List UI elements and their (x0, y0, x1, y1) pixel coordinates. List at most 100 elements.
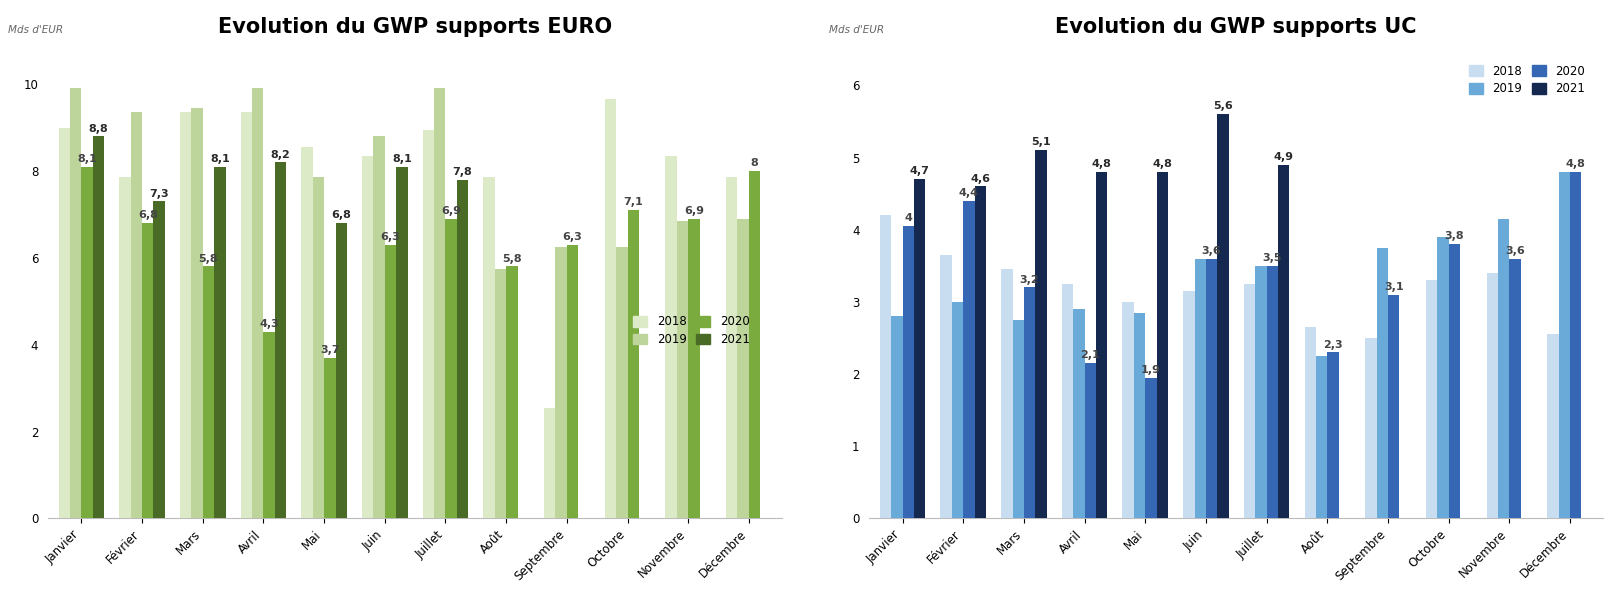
Bar (81, 167, 92, 518)
Text: Mds d'EUR: Mds d'EUR (829, 25, 885, 35)
Legend: 2018, 2019, 2020, 2021: 2018, 2019, 2020, 2021 (1464, 60, 1591, 100)
Bar (914, 179, 925, 518)
Bar (1256, 266, 1267, 518)
Text: 4,4: 4,4 (959, 188, 978, 198)
Text: 8,2: 8,2 (271, 149, 290, 160)
Legend: 2018, 2019, 2020, 2021: 2018, 2019, 2020, 2021 (629, 311, 755, 351)
Bar (457, 179, 468, 518)
Bar (131, 112, 143, 518)
Text: 4,8: 4,8 (1565, 159, 1586, 169)
Bar (616, 247, 627, 518)
Bar (1388, 295, 1400, 518)
Bar (748, 171, 760, 518)
Bar (1448, 244, 1460, 518)
Bar (1012, 320, 1024, 518)
Text: 3,2: 3,2 (1019, 275, 1040, 284)
Text: 7,1: 7,1 (624, 197, 643, 208)
Bar (941, 255, 953, 518)
Bar (1205, 259, 1217, 518)
Bar (1217, 114, 1228, 518)
Bar (397, 167, 408, 518)
Bar (1547, 334, 1558, 518)
Bar (423, 130, 434, 518)
Text: 3,6: 3,6 (1202, 246, 1221, 256)
Bar (1558, 172, 1570, 518)
Text: 5,8: 5,8 (502, 254, 522, 264)
Text: 2,1: 2,1 (1081, 350, 1100, 361)
Bar (1134, 313, 1145, 518)
Text: 5,6: 5,6 (1213, 101, 1233, 112)
Bar (120, 178, 131, 518)
Text: Mds d'EUR: Mds d'EUR (8, 25, 63, 35)
Text: 2,3: 2,3 (1324, 340, 1343, 350)
Bar (483, 178, 494, 518)
Bar (1244, 284, 1256, 518)
Bar (154, 202, 165, 518)
Bar (1377, 248, 1388, 518)
Text: 6,3: 6,3 (381, 232, 400, 242)
Bar (677, 221, 688, 518)
Bar (1327, 352, 1338, 518)
Bar (1145, 377, 1157, 518)
Bar (1072, 309, 1084, 518)
Bar (726, 178, 737, 518)
Bar (313, 178, 324, 518)
Text: 4,8: 4,8 (1092, 159, 1111, 169)
Bar (627, 210, 638, 518)
Bar (202, 266, 214, 518)
Bar (1366, 338, 1377, 518)
Bar (544, 407, 556, 518)
Bar (70, 88, 81, 518)
Bar (1510, 259, 1521, 518)
Bar (567, 245, 578, 518)
Bar (446, 219, 457, 518)
Text: 4,6: 4,6 (970, 173, 990, 184)
Bar (1157, 172, 1168, 518)
Bar (666, 156, 677, 518)
Text: 7,3: 7,3 (149, 189, 168, 199)
Text: 3,7: 3,7 (321, 345, 340, 355)
Bar (556, 247, 567, 518)
Bar (902, 226, 914, 518)
Bar (1194, 259, 1205, 518)
Bar (1304, 327, 1315, 518)
Bar (275, 162, 287, 518)
Text: 8,1: 8,1 (392, 154, 411, 164)
Text: 6,9: 6,9 (684, 206, 703, 216)
Text: 4,3: 4,3 (259, 319, 279, 329)
Bar (361, 156, 374, 518)
Bar (264, 332, 275, 518)
Bar (92, 136, 104, 518)
Bar (1084, 363, 1097, 518)
Bar (324, 358, 335, 518)
Bar (1570, 172, 1581, 518)
Bar (737, 219, 748, 518)
Text: 8: 8 (750, 158, 758, 169)
Bar (214, 167, 225, 518)
Bar (880, 215, 891, 518)
Bar (191, 108, 202, 518)
Bar (1426, 280, 1437, 518)
Bar (1183, 291, 1194, 518)
Bar (241, 112, 253, 518)
Text: 6,9: 6,9 (441, 206, 462, 216)
Text: 5,8: 5,8 (199, 254, 219, 264)
Bar (1267, 266, 1278, 518)
Bar (1001, 269, 1012, 518)
Bar (1315, 356, 1327, 518)
Title: Evolution du GWP supports UC: Evolution du GWP supports UC (1056, 17, 1418, 37)
Bar (505, 266, 517, 518)
Bar (143, 223, 154, 518)
Bar (975, 187, 987, 518)
Bar (964, 201, 975, 518)
Bar (180, 112, 191, 518)
Text: 3,5: 3,5 (1262, 253, 1281, 263)
Bar (434, 88, 446, 518)
Bar (253, 88, 264, 518)
Bar (1278, 165, 1290, 518)
Text: 6,8: 6,8 (330, 211, 352, 220)
Bar (335, 223, 347, 518)
Text: 3,1: 3,1 (1383, 282, 1403, 292)
Text: 8,8: 8,8 (89, 124, 109, 134)
Bar (1123, 302, 1134, 518)
